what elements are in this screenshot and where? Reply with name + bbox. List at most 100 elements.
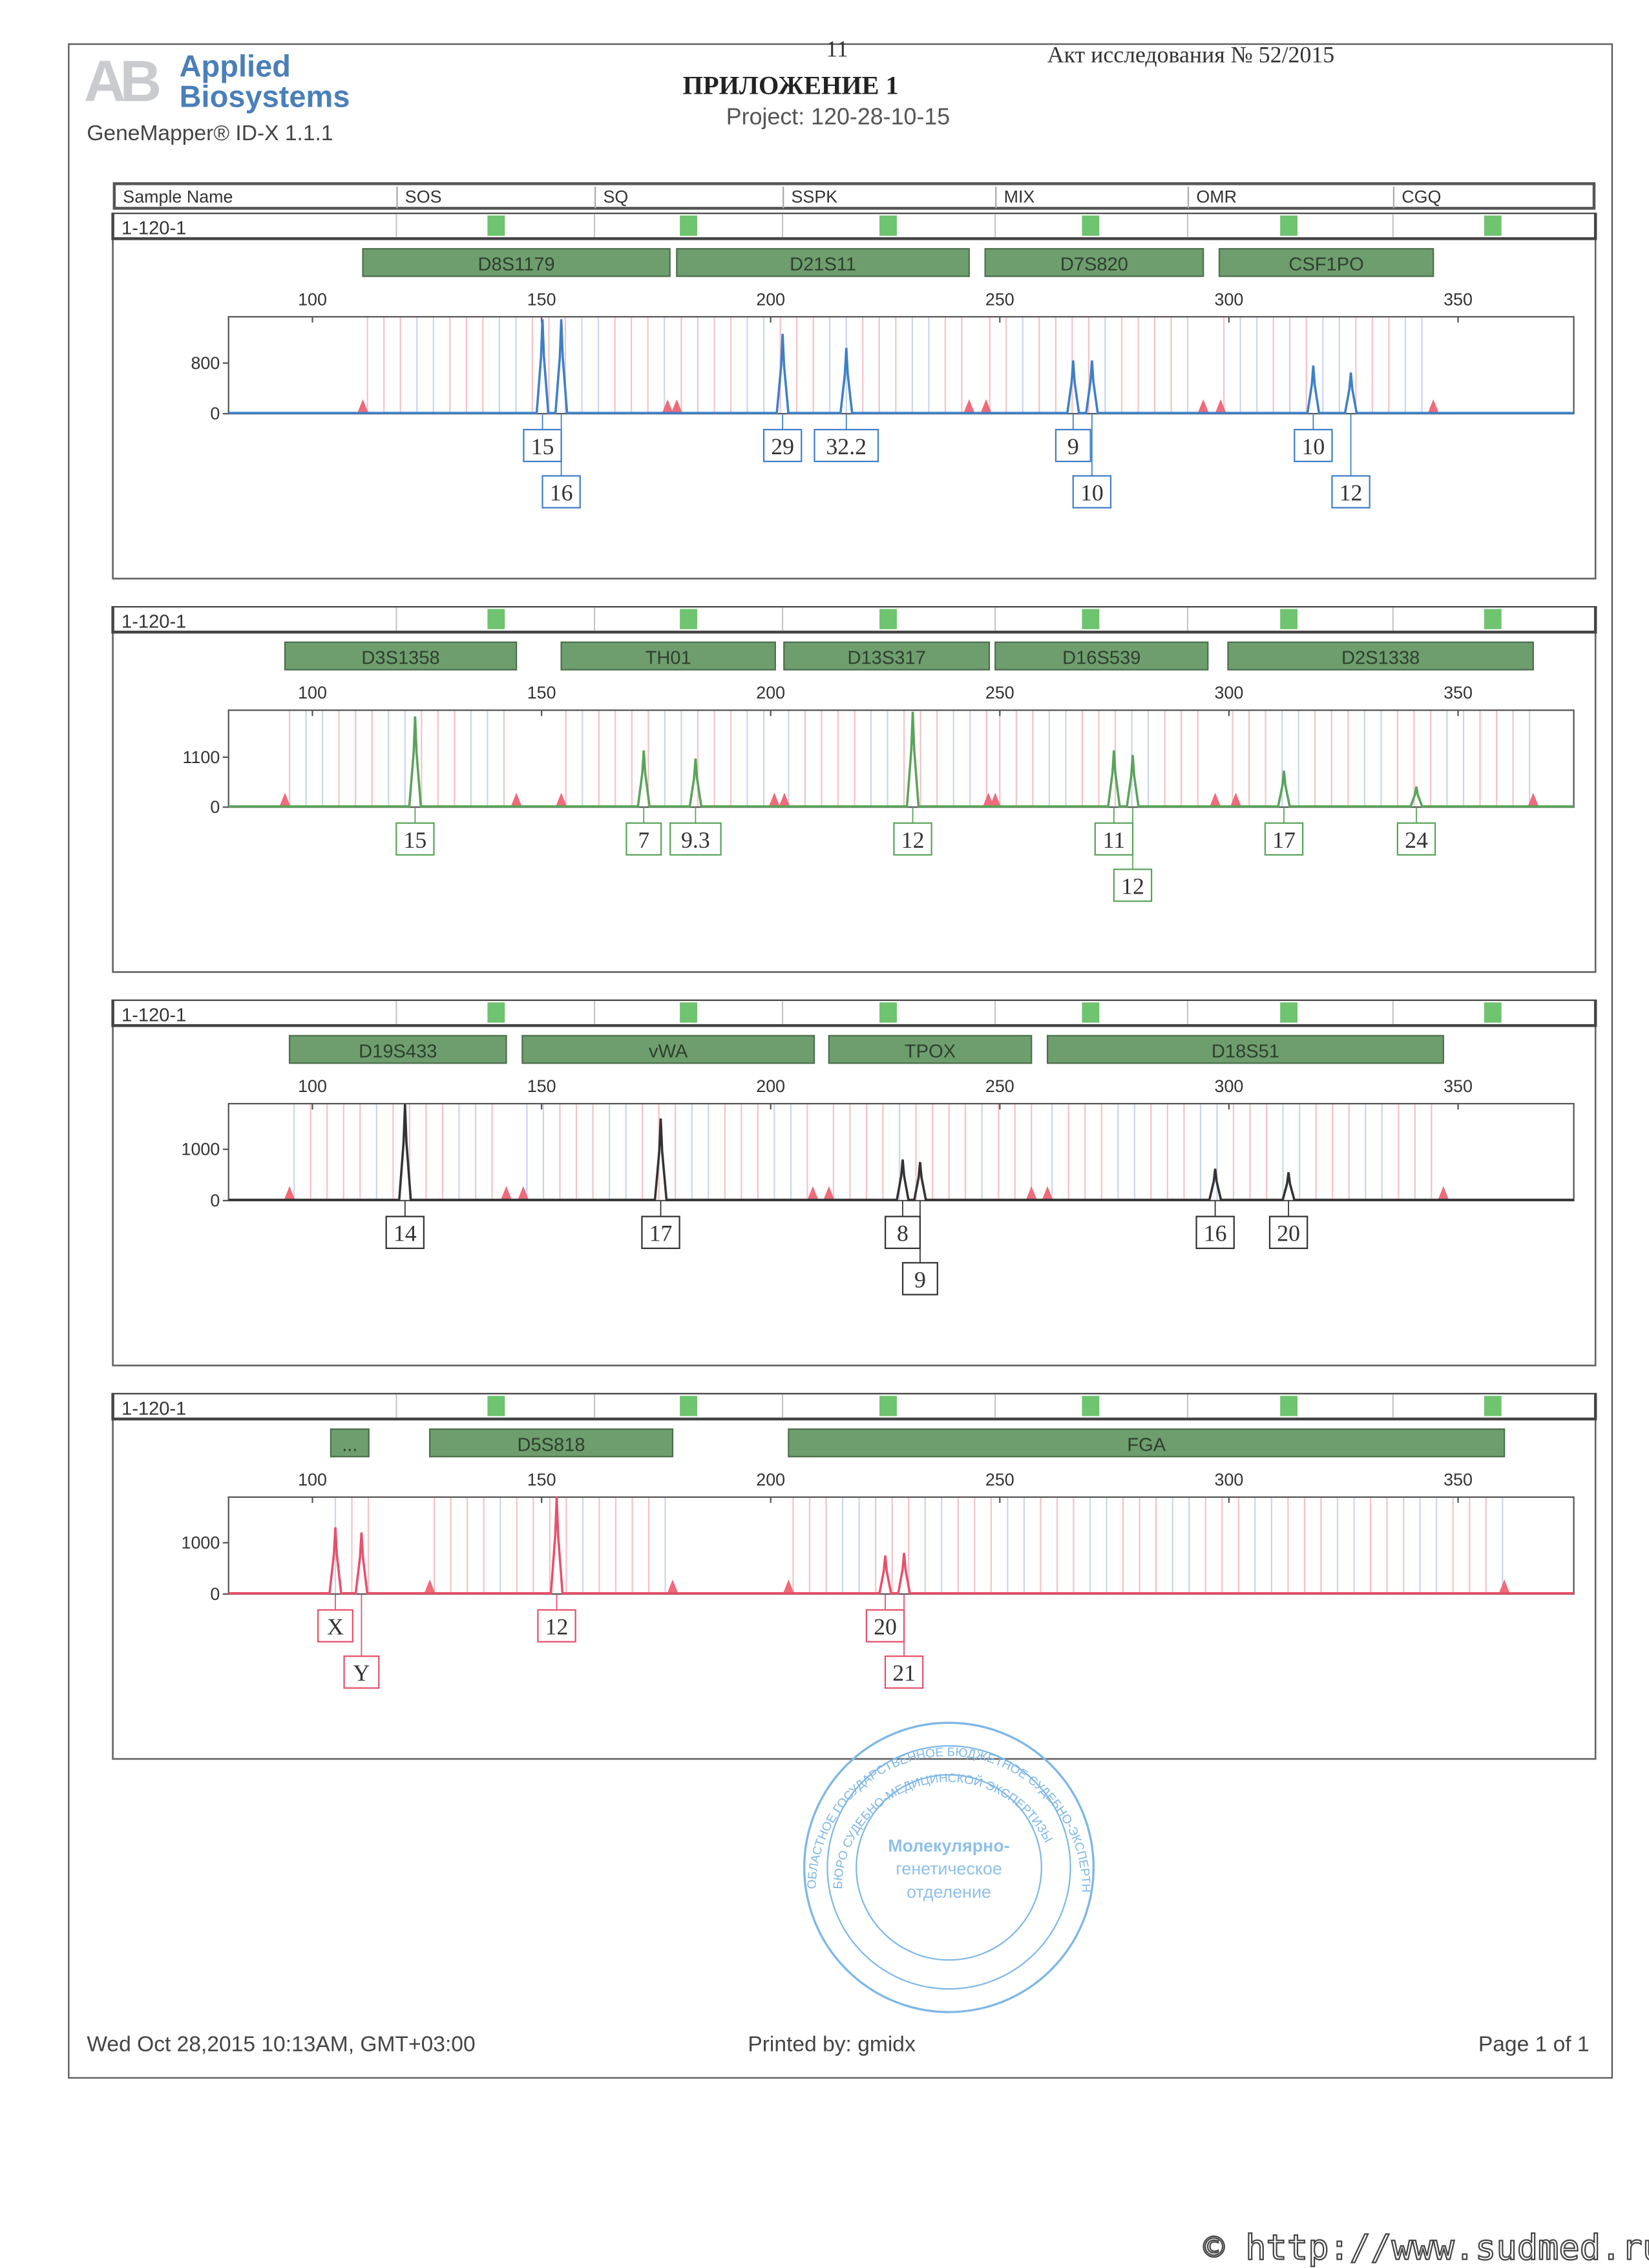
col-sspk[interactable]: SSPK [782,186,837,209]
sample-row[interactable] [111,604,1597,634]
locus-bar[interactable] [1046,1034,1444,1064]
quality-flag-icon[interactable] [1484,1002,1502,1023]
allele-label[interactable]: 12 [537,1609,576,1643]
locus-bar[interactable] [284,641,518,671]
quality-flag-icon[interactable] [879,1002,897,1023]
sample-row[interactable] [111,998,1597,1027]
locus-bar[interactable] [362,247,671,277]
y-tick-label: 800 [191,353,220,373]
allele-label[interactable]: 9 [901,1262,938,1296]
act-number: Акт исследования № 52/2015 [1047,43,1335,68]
quality-flag-icon[interactable] [1082,215,1100,236]
allele-label[interactable]: 10 [1072,475,1112,509]
quality-flag-icon[interactable] [680,1396,698,1416]
allele-label[interactable]: 7 [625,822,662,856]
quality-flag-icon[interactable] [487,215,505,236]
x-tick-label: 250 [985,1076,1014,1096]
size-standard-marker-icon [517,1186,529,1201]
locus-bar[interactable] [676,247,970,277]
quality-flag-icon[interactable] [1280,215,1298,236]
locus-bar[interactable] [521,1034,815,1064]
locus-bar[interactable] [984,247,1204,277]
x-tick-label: 200 [756,1470,785,1489]
quality-flag-icon[interactable] [1484,1396,1502,1416]
allele-call: 11 [1103,827,1125,853]
locus-bar[interactable] [788,1428,1506,1458]
allele-label[interactable]: 8 [884,1215,921,1250]
locus-bar[interactable] [560,641,776,671]
x-tick-label: 100 [298,1470,327,1489]
allele-label[interactable]: 17 [1264,822,1304,856]
allele-label[interactable]: 32.2 [814,428,879,463]
allele-call: 17 [649,1221,673,1246]
allele-label-box [1268,1215,1308,1250]
locus-bar[interactable] [288,1034,507,1064]
locus-bar[interactable] [1227,641,1534,671]
x-tick-label: 100 [298,289,327,309]
locus-bar[interactable] [994,641,1209,671]
locus-bar[interactable] [783,641,991,671]
quality-flag-icon[interactable] [680,215,698,236]
allele-label[interactable]: 24 [1396,822,1436,856]
col-mix[interactable]: MIX [995,186,1035,209]
allele-label[interactable]: 14 [385,1215,425,1250]
col-sos[interactable]: SOS [396,186,442,209]
allele-label[interactable]: 12 [1331,475,1371,509]
quality-flag-icon[interactable] [1280,609,1298,629]
allele-label[interactable]: 17 [641,1215,680,1250]
col-cgq[interactable]: CGQ [1392,186,1441,209]
quality-flag-icon[interactable] [1280,1396,1298,1416]
col-omr[interactable]: OMR [1187,186,1237,209]
x-tick-label: 200 [756,289,785,309]
x-tick-label: 150 [527,683,556,702]
quality-flag-icon[interactable] [879,609,897,629]
allele-label-box [1264,822,1304,856]
quality-flag-icon[interactable] [487,1396,505,1416]
ab-logo-icon: AB [83,50,162,114]
quality-flag-icon[interactable] [1484,609,1502,629]
allele-label[interactable]: 20 [865,1609,905,1643]
locus-bar[interactable] [330,1428,370,1458]
allele-label[interactable]: 9 [1055,428,1091,463]
allele-label[interactable]: 20 [1268,1215,1308,1250]
allele-label[interactable]: 21 [884,1655,924,1689]
allele-label[interactable]: 15 [523,428,562,463]
size-standard-marker-icon [555,792,567,808]
allele-label[interactable]: 16 [541,475,581,509]
sample-name: 1-120-1 [121,1398,186,1419]
quality-flag-icon[interactable] [879,1396,897,1416]
locus-bar[interactable] [428,1428,674,1458]
locus-bar[interactable] [1218,247,1434,277]
allele-label[interactable]: 15 [395,822,435,856]
quality-flag-icon[interactable] [680,609,698,629]
quality-flag-icon[interactable] [1484,215,1502,236]
sample-row[interactable] [111,211,1597,240]
quality-flag-icon[interactable] [487,609,505,629]
col-sq[interactable]: SQ [594,186,628,209]
allele-label[interactable]: 12 [893,822,932,856]
quality-flag-icon[interactable] [680,1002,698,1023]
quality-flag-icon[interactable] [487,1002,505,1023]
x-tick-label: 150 [527,289,556,309]
x-tick-label: 250 [985,1470,1014,1489]
allele-label[interactable]: 10 [1294,428,1333,463]
allele-label[interactable]: Y [343,1655,380,1689]
quality-flag-icon[interactable] [1082,609,1100,629]
allele-call: 20 [874,1614,897,1640]
allele-label-box [1294,428,1333,463]
allele-label[interactable]: 29 [762,428,803,463]
allele-label[interactable]: 11 [1094,822,1134,856]
allele-label[interactable]: 12 [1113,868,1153,902]
locus-bar[interactable] [828,1034,1033,1064]
allele-label[interactable]: X [317,1609,353,1643]
quality-flag-icon[interactable] [1280,1002,1298,1023]
sample-row[interactable] [111,1391,1597,1421]
allele-label-box [901,1262,938,1296]
allele-label[interactable]: 9.3 [669,822,722,856]
col-sample-name[interactable]: Sample Name [123,186,233,207]
quality-flag-icon[interactable] [879,215,897,236]
allele-label[interactable]: 16 [1195,1215,1235,1250]
quality-flag-icon[interactable] [1082,1002,1100,1023]
quality-flag-icon[interactable] [1082,1396,1100,1416]
